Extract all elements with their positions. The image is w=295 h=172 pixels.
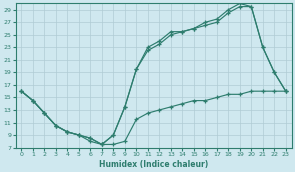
X-axis label: Humidex (Indice chaleur): Humidex (Indice chaleur) xyxy=(99,159,208,169)
